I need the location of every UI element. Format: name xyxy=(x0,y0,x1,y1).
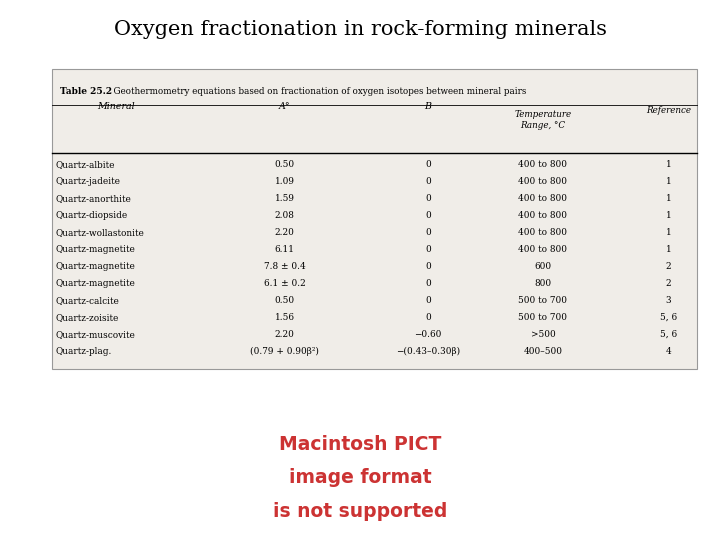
Text: Macintosh PICT: Macintosh PICT xyxy=(279,435,441,454)
Text: −0.60: −0.60 xyxy=(415,330,442,339)
Text: Mineral: Mineral xyxy=(97,103,135,111)
Text: 400 to 800: 400 to 800 xyxy=(518,160,567,169)
Text: Quartz-magnetite: Quartz-magnetite xyxy=(55,262,135,271)
Text: 6.11: 6.11 xyxy=(275,245,294,254)
Text: 0: 0 xyxy=(426,296,431,305)
Text: A°: A° xyxy=(279,103,290,111)
Text: 0: 0 xyxy=(426,194,431,203)
Text: 0: 0 xyxy=(426,160,431,169)
Text: Table 25.2: Table 25.2 xyxy=(60,87,112,96)
Text: 3: 3 xyxy=(665,296,671,305)
Text: 1.59: 1.59 xyxy=(275,194,294,203)
Text: 600: 600 xyxy=(534,262,552,271)
Text: 500 to 700: 500 to 700 xyxy=(518,313,567,322)
Text: 400 to 800: 400 to 800 xyxy=(518,245,567,254)
Text: 0: 0 xyxy=(426,211,431,220)
Text: B: B xyxy=(425,103,431,111)
Text: 0.50: 0.50 xyxy=(274,160,294,169)
Text: 1.09: 1.09 xyxy=(275,177,294,186)
Text: 2.20: 2.20 xyxy=(275,228,294,237)
Text: Quartz-zoisite: Quartz-zoisite xyxy=(55,313,119,322)
Text: 0: 0 xyxy=(426,245,431,254)
Text: 2.08: 2.08 xyxy=(275,211,294,220)
Text: 0: 0 xyxy=(426,177,431,186)
Text: 2: 2 xyxy=(665,262,671,271)
Text: (0.79 + 0.90β²): (0.79 + 0.90β²) xyxy=(251,347,319,356)
Text: >500: >500 xyxy=(531,330,555,339)
Text: Reference: Reference xyxy=(646,106,691,115)
Text: 800: 800 xyxy=(534,279,552,288)
Text: Quartz-anorthite: Quartz-anorthite xyxy=(55,194,131,203)
Text: Geothermometry equations based on fractionation of oxygen isotopes between miner: Geothermometry equations based on fracti… xyxy=(107,87,526,96)
Text: 400 to 800: 400 to 800 xyxy=(518,177,567,186)
Text: Oxygen fractionation in rock-forming minerals: Oxygen fractionation in rock-forming min… xyxy=(114,20,606,39)
Text: 400 to 800: 400 to 800 xyxy=(518,194,567,203)
Text: 1.56: 1.56 xyxy=(275,313,294,322)
Text: 1: 1 xyxy=(665,228,671,237)
Text: 1: 1 xyxy=(665,245,671,254)
Text: 4: 4 xyxy=(665,347,671,356)
Text: 7.8 ± 0.4: 7.8 ± 0.4 xyxy=(264,262,305,271)
Text: Quartz-albite: Quartz-albite xyxy=(55,160,114,169)
Text: 0: 0 xyxy=(426,313,431,322)
Text: 500 to 700: 500 to 700 xyxy=(518,296,567,305)
Text: Quartz-muscovite: Quartz-muscovite xyxy=(55,330,135,339)
Text: is not supported: is not supported xyxy=(273,502,447,521)
Text: 1: 1 xyxy=(665,160,671,169)
Text: Quartz-plag.: Quartz-plag. xyxy=(55,347,112,356)
Text: 1: 1 xyxy=(665,194,671,203)
Text: −(0.43–0.30β): −(0.43–0.30β) xyxy=(396,347,460,356)
Text: Quartz-wollastonite: Quartz-wollastonite xyxy=(55,228,144,237)
Text: 400 to 800: 400 to 800 xyxy=(518,228,567,237)
Text: 1: 1 xyxy=(665,211,671,220)
Text: 0: 0 xyxy=(426,228,431,237)
Text: 400–500: 400–500 xyxy=(523,347,562,356)
Text: 2: 2 xyxy=(665,279,671,288)
Text: 2.20: 2.20 xyxy=(275,330,294,339)
Text: Quartz-diopside: Quartz-diopside xyxy=(55,211,127,220)
Text: 0: 0 xyxy=(426,262,431,271)
Text: 0.50: 0.50 xyxy=(274,296,294,305)
Text: Temperature
Range, °C: Temperature Range, °C xyxy=(514,111,572,130)
Text: Quartz-calcite: Quartz-calcite xyxy=(55,296,119,305)
Text: Quartz-magnetite: Quartz-magnetite xyxy=(55,279,135,288)
Text: 400 to 800: 400 to 800 xyxy=(518,211,567,220)
Text: Quartz-magnetite: Quartz-magnetite xyxy=(55,245,135,254)
FancyBboxPatch shape xyxy=(52,69,697,369)
Text: 1: 1 xyxy=(665,177,671,186)
Text: 5, 6: 5, 6 xyxy=(660,330,677,339)
Text: 0: 0 xyxy=(426,279,431,288)
Text: 6.1 ± 0.2: 6.1 ± 0.2 xyxy=(264,279,305,288)
Text: 5, 6: 5, 6 xyxy=(660,313,677,322)
Text: image format: image format xyxy=(289,468,431,488)
Text: Quartz-jadeite: Quartz-jadeite xyxy=(55,177,120,186)
